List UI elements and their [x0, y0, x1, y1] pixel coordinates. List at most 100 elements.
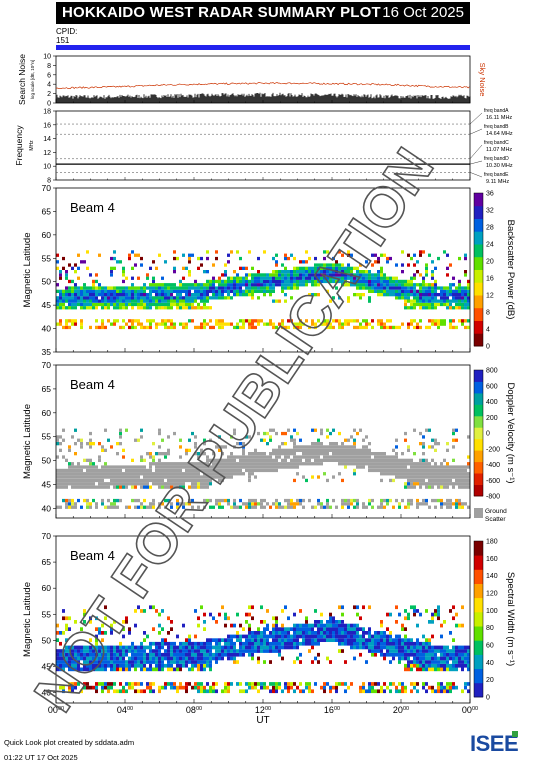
heatmap-cell: [431, 656, 434, 661]
heatmap-cell: [341, 649, 344, 653]
heatmap-cell: [443, 465, 446, 469]
heatmap-cell: [125, 667, 128, 672]
heatmap-cell: [62, 631, 65, 635]
heatmap-cell: [413, 293, 416, 297]
heatmap-cell: [182, 623, 185, 628]
heatmap-cell: [158, 660, 161, 664]
heatmap-cell: [407, 663, 410, 668]
heatmap-cell: [158, 293, 161, 297]
heatmap-cell: [422, 306, 425, 310]
heatmap-cell: [347, 631, 350, 635]
colorbar-tick-label: 600: [486, 383, 498, 390]
heatmap-cell: [227, 634, 230, 639]
heatmap-cell: [371, 641, 374, 646]
heatmap-cell: [104, 448, 107, 452]
ground-scatter-swatch: [474, 508, 483, 518]
heatmap-cell: [143, 299, 146, 303]
heatmap-cell: [146, 302, 149, 307]
heatmap-cell: [395, 286, 398, 290]
heatmap-cell: [467, 667, 470, 672]
heatmap-cell: [203, 485, 206, 489]
heatmap-cell: [365, 276, 368, 280]
heatmap-cell: [401, 689, 404, 694]
heatmap-cell: [56, 302, 59, 307]
heatmap-cell: [77, 478, 80, 483]
heatmap-cell: [362, 634, 365, 639]
heatmap-cell: [338, 270, 341, 274]
heatmap-cell: [242, 445, 245, 449]
heatmap-cell: [377, 682, 380, 686]
heatmap-cell: [329, 270, 332, 274]
heatmap-cell: [263, 682, 266, 686]
heatmap-cell: [104, 649, 107, 653]
heatmap-cell: [215, 289, 218, 293]
heatmap-cell: [371, 325, 374, 330]
heatmap-cell: [239, 638, 242, 642]
heatmap-cell: [356, 498, 359, 503]
heatmap-cell: [443, 286, 446, 290]
heatmap-cell: [92, 685, 95, 690]
heatmap-cell: [326, 634, 329, 639]
heatmap-cell: [440, 645, 443, 650]
heatmap-cell: [116, 689, 119, 694]
heatmap-cell: [191, 475, 194, 479]
heatmap-cell: [425, 283, 428, 287]
heatmap-cell: [404, 685, 407, 690]
heatmap-cell: [146, 286, 149, 290]
heatmap-cell: [65, 623, 68, 628]
heatmap-cell: [95, 299, 98, 303]
heatmap-cell: [410, 322, 413, 326]
heatmap-cell: [422, 685, 425, 690]
heatmap-cell: [287, 682, 290, 686]
heatmap-cell: [200, 685, 203, 690]
heatmap-cell: [200, 485, 203, 489]
heatmap-cell: [98, 458, 101, 462]
heatmap-cell: [86, 667, 89, 672]
heatmap-cell: [179, 299, 182, 303]
heatmap-cell: [278, 502, 281, 506]
heatmap-cell: [329, 455, 332, 459]
heatmap-cell: [206, 656, 209, 661]
heatmap-cell: [359, 428, 362, 432]
colorbar-segment: [474, 438, 483, 451]
heatmap-cell: [119, 482, 122, 486]
heatmap-cell: [275, 468, 278, 473]
heatmap-cell: [317, 462, 320, 466]
heatmap-cell: [302, 273, 305, 277]
heatmap-cell: [335, 270, 338, 274]
heatmap-cell: [410, 689, 413, 694]
heatmap-cell: [218, 472, 221, 476]
heatmap-cell: [293, 428, 296, 432]
heatmap-cell: [170, 482, 173, 486]
heatmap-cell: [458, 319, 461, 323]
heatmap-cell: [305, 283, 308, 287]
heatmap-cell: [317, 660, 320, 664]
heatmap-cell: [290, 279, 293, 284]
heatmap-cell: [404, 306, 407, 310]
heatmap-cell: [425, 482, 428, 486]
heatmap-cell: [155, 475, 158, 479]
heatmap-cell: [254, 475, 257, 479]
heatmap-cell: [92, 442, 95, 446]
heatmap-cell: [410, 663, 413, 668]
heatmap-cell: [431, 286, 434, 290]
heatmap-cell: [56, 299, 59, 303]
heatmap-cell: [164, 455, 167, 459]
heatmap-cell: [362, 455, 365, 459]
heatmap-cell: [317, 438, 320, 442]
heatmap-cell: [338, 273, 341, 277]
heatmap-cell: [422, 472, 425, 476]
heatmap-cell: [158, 306, 161, 310]
heatmap-cell: [110, 468, 113, 473]
colorbar-tick-label: 800: [486, 368, 498, 375]
heatmap-cell: [251, 649, 254, 653]
heatmap-cell: [119, 498, 122, 503]
heatmap-cell: [440, 293, 443, 297]
heatmap-cell: [110, 645, 113, 650]
heatmap-cell: [59, 485, 62, 489]
heatmap-cell: [392, 468, 395, 473]
heatmap-cell: [419, 442, 422, 446]
heatmap-cell: [62, 475, 65, 479]
heatmap-cell: [449, 663, 452, 668]
heatmap-cell: [389, 631, 392, 635]
